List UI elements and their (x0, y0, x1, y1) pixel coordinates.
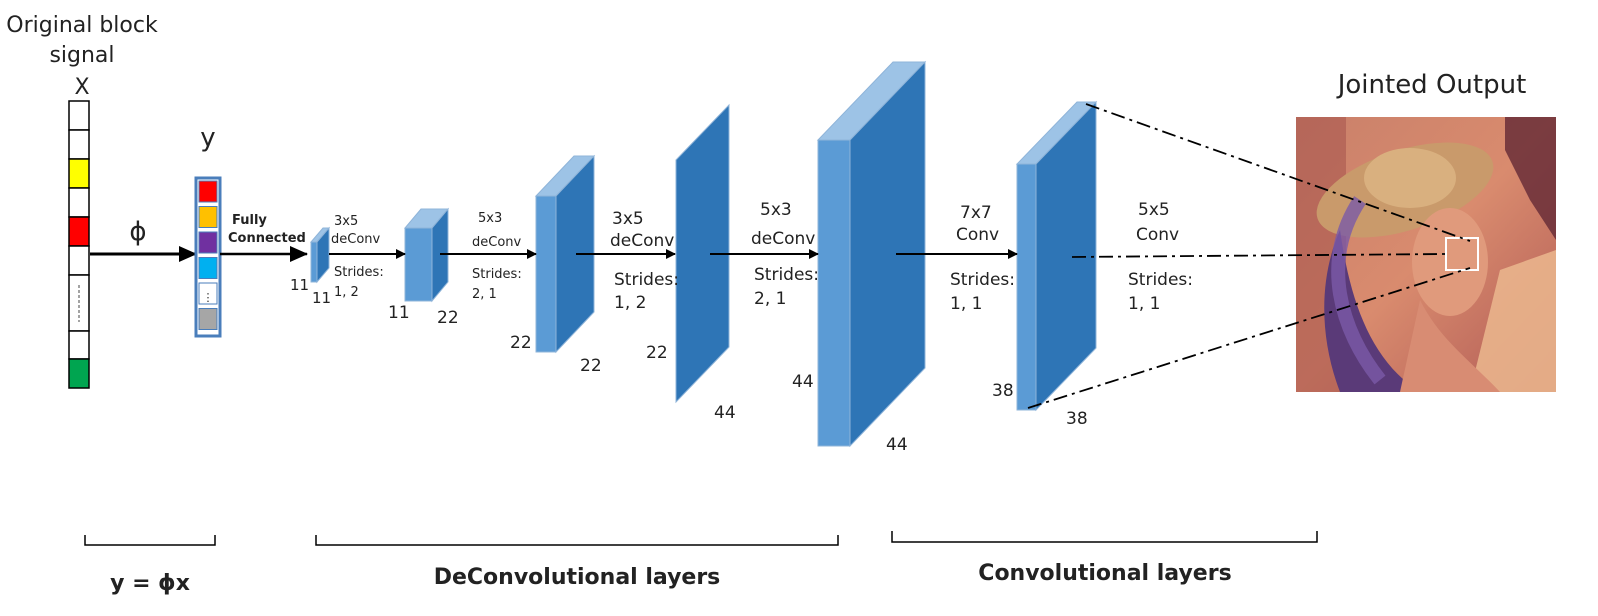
y-cell (198, 257, 218, 279)
op6-label: 5x5 Conv Strides: 1, 1 (1128, 200, 1193, 314)
x-cell (68, 330, 90, 360)
block-4 (675, 103, 730, 404)
b1-height-dim: 11 (290, 276, 309, 294)
block-6 (1015, 100, 1098, 412)
y-vector: ⋮ (194, 176, 222, 338)
op5-type: Conv (956, 225, 999, 245)
b3-width-dim: 22 (580, 356, 602, 376)
fc-label-line2: Connected (228, 231, 306, 246)
b2-width-dim: 22 (437, 308, 459, 328)
op4-type: deConv (751, 229, 815, 249)
op6-strides-value: 1, 1 (1128, 294, 1160, 314)
signal-title-line1: Original block (6, 13, 158, 38)
y-cell (198, 180, 218, 203)
op1-type: deConv (331, 232, 381, 247)
x-cell (68, 187, 90, 218)
op4-strides-value: 2, 1 (754, 289, 786, 309)
x-cell (68, 245, 90, 276)
block-2 (403, 207, 450, 303)
x-cell (68, 129, 90, 160)
deconv-layers-label: DeConvolutional layers (434, 565, 721, 590)
op1-label: 3x5 deConv Strides: 1, 2 (331, 214, 384, 300)
op6-strides-label: Strides: (1128, 270, 1193, 290)
block-6-front-face (1016, 163, 1037, 411)
op2-strides-label: Strides: (472, 267, 522, 282)
y-cell (198, 282, 218, 305)
b4-width-dim: 44 (714, 403, 736, 423)
op5-strides-label: Strides: (950, 270, 1015, 290)
b5-width-dim: 44 (886, 435, 908, 455)
block-1-front-face (310, 241, 318, 283)
projection-lines (1027, 103, 1471, 409)
op6-type: Conv (1136, 225, 1179, 245)
op4-strides-label: Strides: (754, 265, 819, 285)
op4-label: 5x3 deConv Strides: 2, 1 (751, 200, 819, 309)
block-3-side-face (555, 154, 595, 354)
output-title: Jointed Output (1336, 70, 1527, 100)
op3-label: 3x5 deConv Strides: 1, 2 (610, 209, 679, 313)
op5-strides-value: 1, 1 (950, 294, 982, 314)
op1-strides-value: 1, 2 (334, 285, 359, 300)
y-cell (198, 231, 218, 254)
bottom-brackets (84, 531, 1318, 546)
dimension-labels: 11 11 11 22 22 22 22 44 44 44 38 38 (290, 276, 1088, 455)
b1-width-dim: 11 (312, 289, 331, 307)
block-3 (534, 154, 596, 354)
x-cell (68, 358, 90, 389)
b3-height-dim: 22 (510, 333, 532, 353)
deconv-bracket (315, 535, 839, 546)
block-6-side-face (1035, 100, 1097, 412)
phi-symbol: ϕ (129, 217, 146, 247)
fc-label-line1: Fully (232, 213, 267, 228)
op1-kernel: 3x5 (334, 214, 358, 229)
op6-kernel: 5x5 (1138, 200, 1170, 220)
block-4-side-face (675, 103, 730, 404)
block-2-front-face (404, 227, 433, 302)
op3-strides-value: 1, 2 (614, 293, 646, 313)
x-cell (68, 100, 90, 131)
op3-kernel: 3x5 (612, 209, 644, 229)
block-3-front-face (535, 195, 557, 353)
b6-width-dim: 38 (1066, 409, 1088, 429)
b6-height-dim: 38 (992, 381, 1014, 401)
op2-label: 5x3 deConv Strides: 2, 1 (472, 211, 522, 302)
signal-title-line2: signal (49, 43, 114, 68)
feature-blocks (309, 60, 1098, 448)
y-cell (198, 206, 218, 228)
b5-height-dim: 44 (792, 372, 814, 392)
y-cell (198, 308, 218, 330)
x-vector (68, 100, 90, 389)
measurement-label: y = ϕx (110, 571, 190, 596)
block-1 (309, 226, 331, 284)
block-1-side-face (316, 226, 330, 284)
conv-bracket (891, 531, 1318, 543)
x-cell (68, 216, 90, 247)
op2-kernel: 5x3 (478, 211, 502, 226)
y-vector-label: y (200, 123, 215, 153)
b2-height-dim: 11 (388, 303, 410, 323)
op3-type: deConv (610, 231, 674, 251)
block-5 (816, 60, 927, 448)
op2-type: deConv (472, 235, 522, 250)
op5-kernel: 7x7 (960, 203, 992, 223)
op2-strides-value: 2, 1 (472, 287, 497, 302)
block-5-front-face (817, 139, 851, 447)
x-vector-label: X (74, 75, 89, 100)
block-5-side-face (849, 60, 926, 448)
op3-strides-label: Strides: (614, 270, 679, 290)
conv-layers-label: Convolutional layers (978, 561, 1231, 586)
y-ellipsis: ⋮ (203, 291, 214, 304)
x-cell (68, 158, 90, 189)
op1-strides-label: Strides: (334, 265, 384, 280)
op5-label: 7x7 Conv Strides: 1, 1 (950, 203, 1015, 314)
op4-kernel: 5x3 (760, 200, 792, 220)
measure-bracket (84, 535, 216, 546)
b4-height-dim: 22 (646, 343, 668, 363)
